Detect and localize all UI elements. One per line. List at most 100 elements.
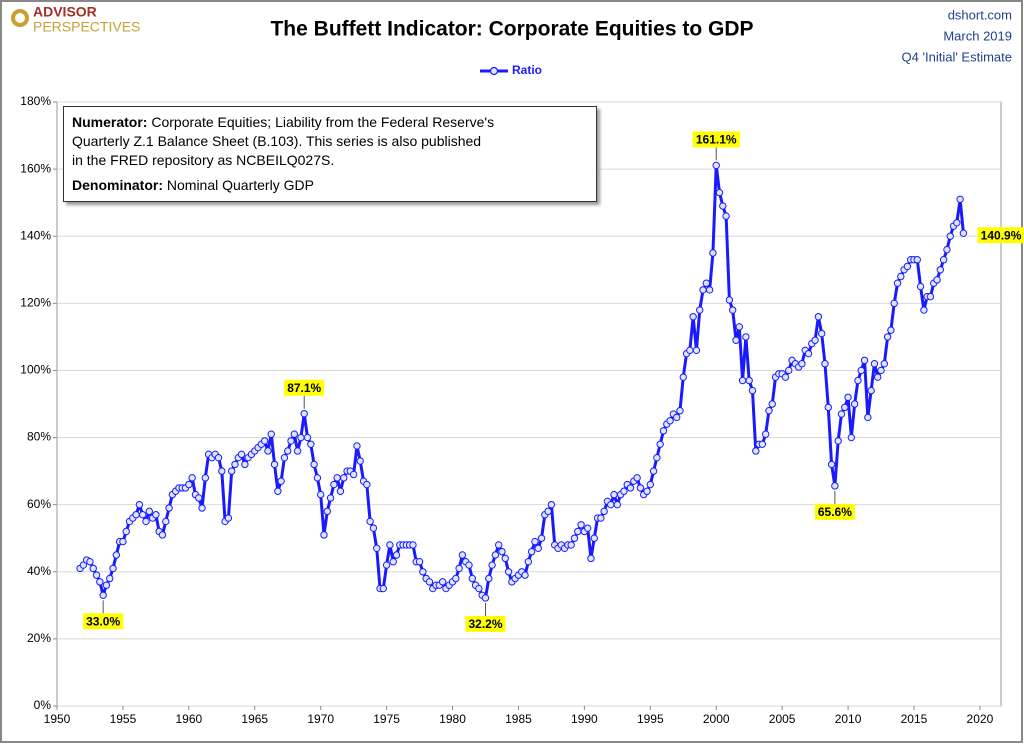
data-point <box>333 474 341 482</box>
data-point <box>903 262 912 271</box>
data-point <box>686 346 694 355</box>
source: March 2019 <box>943 28 1012 43</box>
data-point <box>531 537 539 546</box>
data-point <box>728 306 737 314</box>
label-background <box>692 131 740 148</box>
data-point <box>719 202 727 210</box>
data-point <box>382 561 391 569</box>
x-tick-label: 1980 <box>439 712 466 726</box>
data-line <box>79 163 965 600</box>
x-tick-label: 1950 <box>44 712 71 726</box>
data-point <box>336 487 345 495</box>
data-point <box>722 212 730 220</box>
data-point <box>887 326 895 334</box>
data-point <box>742 333 750 341</box>
data-point <box>702 279 711 287</box>
data-point <box>633 474 641 482</box>
data-point <box>326 494 335 502</box>
data-point <box>676 407 684 415</box>
data-point <box>237 450 246 459</box>
data-point <box>363 480 371 489</box>
data-point <box>811 336 819 344</box>
data-point <box>636 484 645 492</box>
data-point <box>92 571 101 579</box>
data-point <box>705 286 714 294</box>
data-point <box>883 333 892 341</box>
data-point <box>438 578 447 586</box>
data-point <box>567 541 575 549</box>
data-point <box>850 400 859 408</box>
y-tick-label: 20% <box>27 631 51 645</box>
data-point <box>458 551 467 559</box>
x-tick-label: 1985 <box>505 712 532 726</box>
data-point <box>732 336 740 344</box>
data-point <box>936 266 945 274</box>
data-point <box>102 581 111 589</box>
note-line: Denominator: Nominal Quarterly GDP <box>72 176 588 195</box>
data-point <box>649 467 658 475</box>
data-point <box>765 407 773 415</box>
x-tick-label: 2005 <box>769 712 796 726</box>
data-point <box>758 440 767 448</box>
data-label: 140.9% <box>981 228 1022 242</box>
data-point <box>303 433 312 442</box>
data-point <box>119 537 127 546</box>
data-point <box>841 403 849 412</box>
data-point <box>79 561 88 569</box>
data-point <box>132 511 140 519</box>
data-point <box>99 591 107 599</box>
data-point <box>201 474 210 482</box>
data-point <box>369 524 378 532</box>
data-point <box>386 541 394 549</box>
legend-marker <box>489 66 499 76</box>
data-point <box>452 574 460 583</box>
y-tick-label: 60% <box>27 497 51 511</box>
x-tick-label: 1975 <box>373 712 400 726</box>
data-point <box>498 547 506 556</box>
data-point <box>320 531 328 539</box>
data-point <box>752 447 760 455</box>
data-point <box>162 517 170 526</box>
data-point <box>715 188 724 197</box>
data-point <box>597 514 605 522</box>
data-point <box>297 433 305 442</box>
source: dshort.com <box>948 7 1012 22</box>
data-point <box>933 276 941 284</box>
x-tick-label: 1990 <box>571 712 598 726</box>
data-point <box>570 534 579 542</box>
data-point <box>300 410 308 418</box>
data-point <box>854 376 862 385</box>
data-point <box>613 500 622 509</box>
x-tick-label: 1955 <box>110 712 137 726</box>
data-point <box>946 232 954 240</box>
data-point <box>735 323 743 331</box>
data-point <box>109 564 117 573</box>
data-point <box>847 433 856 442</box>
data-point <box>185 480 193 489</box>
data-point <box>425 578 434 586</box>
data-point <box>880 360 889 368</box>
x-tick-label: 1995 <box>637 712 664 726</box>
y-tick-label: 160% <box>20 161 51 175</box>
label-background <box>284 379 325 396</box>
data-point <box>330 480 338 489</box>
data-point <box>373 544 381 552</box>
data-point <box>165 504 173 512</box>
data-point <box>392 551 401 559</box>
data-point <box>620 487 628 495</box>
x-tick-label: 2020 <box>967 712 994 726</box>
data-point <box>781 373 790 381</box>
data-point <box>646 480 654 489</box>
data-point <box>844 393 852 401</box>
data-point <box>379 584 388 593</box>
data-point <box>600 507 608 516</box>
data-point <box>455 564 463 573</box>
data-point <box>745 376 753 385</box>
logo-bottom: PERSPECTIVES <box>33 19 140 35</box>
data-point <box>86 558 94 566</box>
logo-icon-inner <box>15 13 25 23</box>
data-point <box>290 430 299 438</box>
